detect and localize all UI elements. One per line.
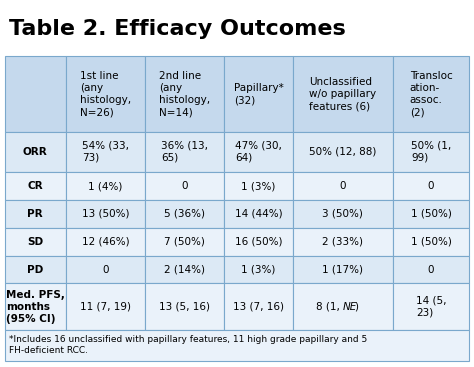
Bar (224, 57, 293, 132)
Bar (224, 228, 293, 256)
Text: 3 (50%): 3 (50%) (322, 209, 363, 219)
Text: Table 2. Efficacy Outcomes: Table 2. Efficacy Outcomes (9, 19, 346, 39)
Bar (393, 283, 469, 330)
Text: 14 (5,
23): 14 (5, 23) (416, 296, 447, 318)
Bar (224, 283, 293, 330)
Text: 13 (5, 16): 13 (5, 16) (159, 302, 210, 312)
Text: 0: 0 (428, 181, 434, 191)
Bar (393, 132, 469, 172)
Bar (293, 283, 393, 330)
Text: 2nd line
(any
histology,
N=14): 2nd line (any histology, N=14) (159, 71, 210, 117)
Bar (66, 283, 145, 330)
Text: 5 (36%): 5 (36%) (164, 209, 205, 219)
Bar (5, 256, 66, 283)
Bar (224, 132, 293, 172)
Text: SD: SD (27, 237, 43, 247)
Text: 0: 0 (428, 265, 434, 275)
Text: 14 (44%): 14 (44%) (235, 209, 283, 219)
Bar (145, 57, 224, 132)
Text: 1 (3%): 1 (3%) (241, 265, 276, 275)
Bar (293, 200, 393, 228)
Text: 0: 0 (339, 181, 346, 191)
Text: *Includes 16 unclassified with papillary features, 11 high grade papillary and 5: *Includes 16 unclassified with papillary… (9, 335, 368, 355)
Text: Unclassified
w/o papillary
features (6): Unclassified w/o papillary features (6) (310, 77, 376, 111)
Text: 13 (50%): 13 (50%) (82, 209, 129, 219)
Text: 1 (50%): 1 (50%) (410, 237, 452, 247)
Text: 1 (50%): 1 (50%) (410, 209, 452, 219)
Text: Med. PFS,
months
(95% CI): Med. PFS, months (95% CI) (6, 290, 65, 324)
Text: 50% (1,
99): 50% (1, 99) (411, 141, 451, 163)
Bar (66, 228, 145, 256)
Bar (224, 200, 293, 228)
Text: 1 (4%): 1 (4%) (88, 181, 123, 191)
Bar (145, 256, 224, 283)
Text: 8 (1,: 8 (1, (316, 302, 343, 312)
Text: 0: 0 (102, 265, 109, 275)
Bar (293, 228, 393, 256)
Bar (293, 57, 393, 132)
Bar (5, 172, 66, 200)
Bar (5, 200, 66, 228)
Bar (393, 57, 469, 132)
Text: PD: PD (27, 265, 44, 275)
Bar (5, 57, 66, 132)
Bar (224, 256, 293, 283)
Bar (5, 228, 66, 256)
Text: 54% (33,
73): 54% (33, 73) (82, 141, 129, 163)
Text: 2 (33%): 2 (33%) (322, 237, 364, 247)
Text: PR: PR (27, 209, 43, 219)
Bar (145, 132, 224, 172)
Text: 11 (7, 19): 11 (7, 19) (80, 302, 131, 312)
Bar (66, 172, 145, 200)
Text: 47% (30,
64): 47% (30, 64) (235, 141, 282, 163)
Bar (145, 200, 224, 228)
Text: 16 (50%): 16 (50%) (235, 237, 282, 247)
Bar (145, 283, 224, 330)
Text: Papillary*
(32): Papillary* (32) (234, 83, 283, 105)
Text: 36% (13,
65): 36% (13, 65) (161, 141, 208, 163)
Text: NE: NE (343, 302, 357, 312)
Bar (145, 172, 224, 200)
Text: 1st line
(any
histology,
N=26): 1st line (any histology, N=26) (80, 71, 131, 117)
Text: ): ) (355, 302, 359, 312)
Text: ORR: ORR (23, 147, 48, 157)
Bar (66, 132, 145, 172)
Bar (393, 172, 469, 200)
Bar (293, 132, 393, 172)
Bar (66, 200, 145, 228)
Bar (5, 132, 66, 172)
Bar (66, 57, 145, 132)
Bar (393, 256, 469, 283)
Text: 2 (14%): 2 (14%) (164, 265, 205, 275)
Text: 50% (12, 88): 50% (12, 88) (309, 147, 376, 157)
Bar (66, 256, 145, 283)
Text: 12 (46%): 12 (46%) (82, 237, 129, 247)
Text: 0: 0 (182, 181, 188, 191)
Bar (293, 256, 393, 283)
Text: 7 (50%): 7 (50%) (164, 237, 205, 247)
Bar (224, 172, 293, 200)
Bar (293, 172, 393, 200)
Text: 1 (17%): 1 (17%) (322, 265, 364, 275)
Text: CR: CR (27, 181, 43, 191)
Bar (145, 228, 224, 256)
Bar (5, 283, 66, 330)
Bar (393, 228, 469, 256)
Bar (5, 330, 469, 361)
Bar (393, 200, 469, 228)
Text: 13 (7, 16): 13 (7, 16) (233, 302, 284, 312)
Text: 1 (3%): 1 (3%) (241, 181, 276, 191)
Text: Transloc
ation-
assoc.
(2): Transloc ation- assoc. (2) (410, 71, 453, 117)
